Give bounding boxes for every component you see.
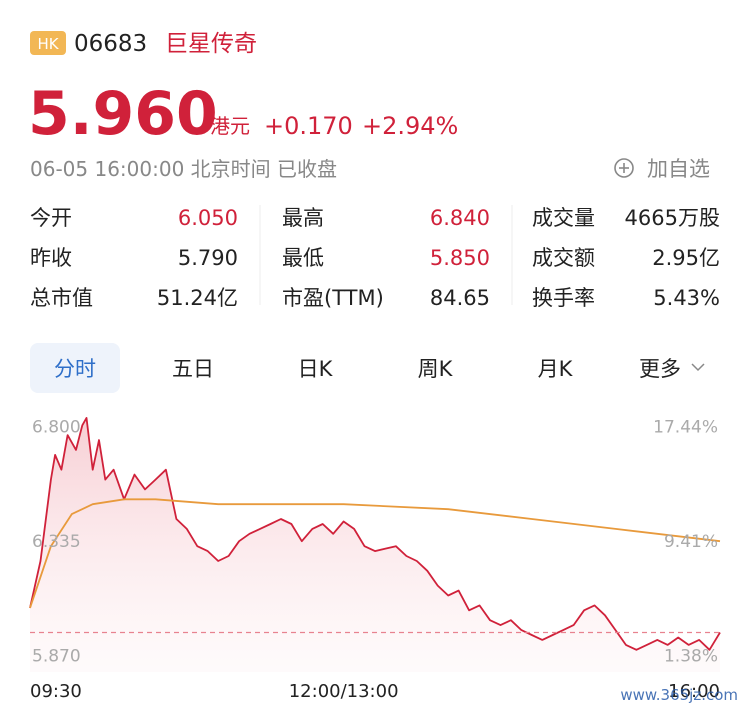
- watermark: www.365jz.com: [620, 686, 738, 704]
- chevron: [691, 363, 705, 372]
- y2-tick-label: 17.44%: [653, 417, 718, 437]
- tab-label: 五日: [172, 357, 214, 381]
- price: 5.960: [28, 79, 218, 149]
- stat-label: 成交量: [532, 206, 595, 230]
- change-pct: +2.94%: [362, 112, 458, 140]
- market-badge: [30, 31, 66, 55]
- y2-tick-label: 1.38%: [664, 647, 718, 667]
- market: HK: [37, 35, 59, 53]
- x-tick-label: 16:00: [668, 681, 720, 702]
- price-area: [30, 417, 720, 672]
- tab-label: 更多: [639, 357, 681, 381]
- price-line: [29, 417, 721, 651]
- y-tick-label: 6.335: [32, 532, 81, 552]
- tab[interactable]: 日K: [298, 357, 334, 381]
- tab-label: 日K: [298, 357, 334, 381]
- tab[interactable]: 分时: [30, 343, 120, 393]
- stat-value: 5.790: [178, 246, 238, 270]
- stat-value: 5.850: [430, 246, 490, 270]
- x-tick-label: 09:30: [30, 681, 82, 702]
- tab[interactable]: 月K: [538, 357, 574, 381]
- stat-label: 总市值: [30, 286, 93, 310]
- status: 06-05 16:00:00 北京时间 已收盘: [30, 157, 337, 181]
- stat-label: 最低: [282, 246, 324, 270]
- x-tick-label: 12:00/13:00: [289, 681, 399, 702]
- watchlist-label: 加自选: [647, 157, 710, 181]
- chart: 6.800 6.335 5.870 17.44% 9.41% 1.38% 09:30 12:0…: [29, 417, 721, 702]
- plus-icon: [614, 158, 634, 178]
- stat-value: 5.43%: [653, 286, 720, 310]
- stat-label: 昨收: [30, 246, 72, 270]
- stat-label: 换手率: [532, 286, 595, 310]
- watchlist-button[interactable]: 加自选: [614, 157, 710, 181]
- stat-value: 84.65: [430, 286, 490, 310]
- stat-value: 4665万股: [625, 206, 720, 230]
- tab-label: 分时: [54, 357, 96, 381]
- y-tick-label: 5.870: [32, 647, 81, 667]
- tab-label: 月K: [538, 357, 574, 381]
- y2-tick-label: 9.41%: [664, 532, 718, 552]
- stock-name: 巨星传奇: [165, 31, 257, 57]
- stat-label: 市盈(TTM): [282, 286, 384, 310]
- tab-highlight: [30, 343, 120, 393]
- stat-value: 6.050: [178, 206, 238, 230]
- stat-label: 今开: [30, 206, 72, 230]
- stat-value: 2.95亿: [652, 246, 720, 270]
- tab-label: 周K: [418, 357, 454, 381]
- tab[interactable]: 周K: [418, 357, 454, 381]
- change: +0.170: [264, 112, 353, 140]
- stat-label: 成交额: [532, 246, 595, 270]
- stat-value: 6.840: [430, 206, 490, 230]
- average-line: [29, 498, 721, 609]
- stock-code: 06683: [74, 31, 147, 57]
- currency: 港元: [210, 114, 250, 138]
- stat-value: 51.24亿: [157, 286, 238, 310]
- y-tick-label: 6.800: [32, 417, 81, 437]
- tab[interactable]: 五日: [172, 357, 214, 381]
- tab[interactable]: 更多: [639, 357, 705, 381]
- tabs: 分时 五日 日K 周K 月K 更多: [30, 343, 705, 393]
- stat-label: 最高: [282, 206, 324, 230]
